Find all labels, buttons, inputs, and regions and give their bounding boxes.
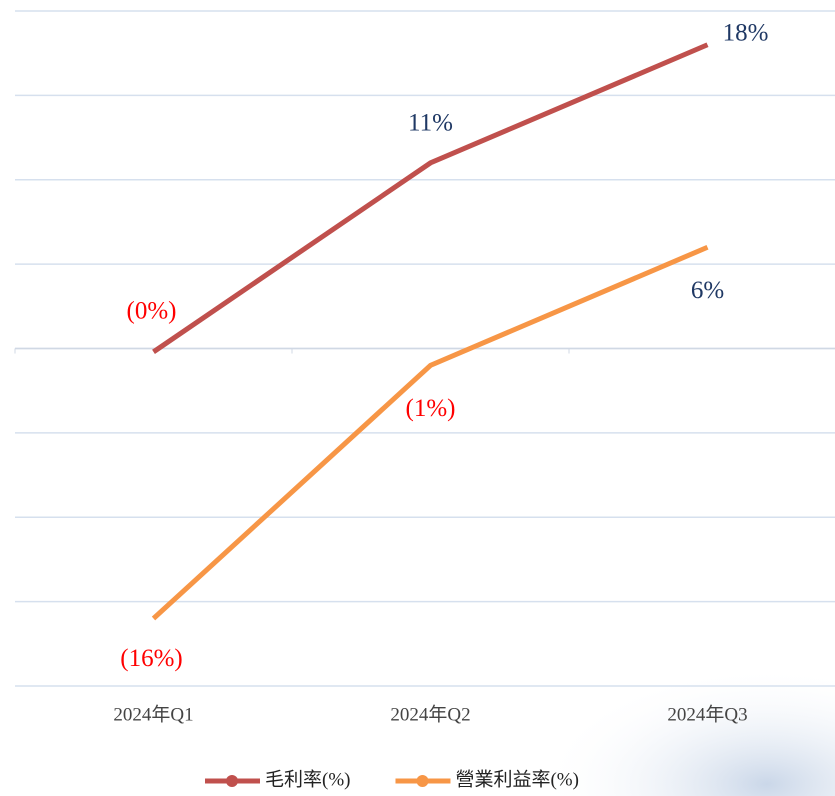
line-series [154, 45, 708, 352]
x-tick-label: 2024年Q2 [390, 703, 470, 725]
x-tick-label: 2024年Q3 [667, 703, 747, 725]
data-label: (0%) [127, 298, 177, 325]
data-label: 11% [408, 110, 453, 137]
data-label: 6% [691, 277, 724, 304]
data-label: (1%) [406, 395, 456, 422]
legend-label: 營業利益率(%) [455, 768, 578, 790]
chart: 2024年Q1 2024年Q2 2024年Q3 (0%) 11% 18% (16%) (1%)… [0, 0, 835, 796]
data-label: (16%) [120, 645, 182, 672]
legend-marker [226, 775, 238, 787]
legend-marker [416, 775, 428, 787]
legend-label: 毛利率(%) [265, 768, 350, 790]
background-decoration [380, 560, 835, 796]
data-label: 18% [723, 19, 769, 46]
x-tick-label: 2024年Q1 [113, 703, 193, 725]
